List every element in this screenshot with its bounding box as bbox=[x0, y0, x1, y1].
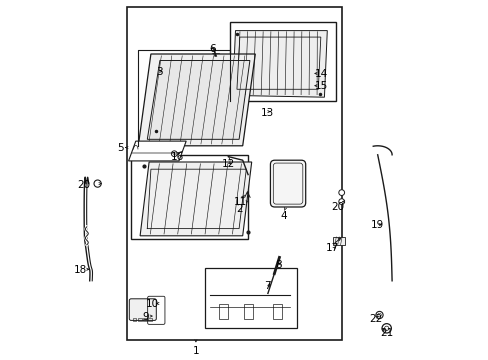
Text: 20: 20 bbox=[78, 180, 91, 190]
Polygon shape bbox=[138, 54, 255, 146]
Circle shape bbox=[338, 199, 344, 204]
Text: 6: 6 bbox=[208, 44, 215, 54]
Bar bbox=[133, 318, 136, 321]
Circle shape bbox=[375, 311, 382, 319]
Circle shape bbox=[171, 151, 177, 157]
Text: 12: 12 bbox=[221, 159, 234, 169]
Polygon shape bbox=[128, 141, 186, 161]
Text: 15: 15 bbox=[315, 81, 328, 91]
Text: 14: 14 bbox=[315, 69, 328, 79]
Text: 2: 2 bbox=[235, 204, 242, 214]
Polygon shape bbox=[147, 60, 249, 139]
FancyBboxPatch shape bbox=[129, 299, 156, 320]
Polygon shape bbox=[232, 31, 326, 97]
Text: 10: 10 bbox=[146, 299, 159, 309]
Text: 17: 17 bbox=[325, 243, 339, 253]
Text: 1: 1 bbox=[192, 346, 199, 356]
Circle shape bbox=[94, 180, 101, 187]
Text: 7: 7 bbox=[264, 281, 271, 291]
Bar bbox=[230, 22, 336, 101]
Bar bbox=[138, 318, 141, 321]
Text: 22: 22 bbox=[368, 314, 382, 324]
Bar bbox=[219, 304, 228, 319]
FancyBboxPatch shape bbox=[270, 160, 305, 207]
Text: 5: 5 bbox=[117, 143, 123, 153]
Text: 3: 3 bbox=[156, 67, 163, 77]
Bar bbox=[148, 318, 151, 321]
Text: 18: 18 bbox=[74, 265, 87, 275]
Bar bbox=[273, 304, 282, 319]
Text: 19: 19 bbox=[370, 220, 384, 230]
Bar bbox=[244, 304, 253, 319]
FancyArrowPatch shape bbox=[334, 238, 340, 243]
Text: 8: 8 bbox=[275, 260, 282, 270]
Text: 9: 9 bbox=[142, 312, 148, 322]
Bar bbox=[127, 7, 341, 340]
Circle shape bbox=[381, 324, 390, 333]
Text: 20: 20 bbox=[331, 202, 344, 212]
Text: 21: 21 bbox=[379, 328, 392, 338]
Text: 11: 11 bbox=[234, 197, 247, 207]
Text: 4: 4 bbox=[280, 211, 287, 221]
Text: 16: 16 bbox=[171, 152, 184, 162]
Circle shape bbox=[338, 190, 344, 195]
Bar bbox=[142, 318, 146, 321]
Text: 13: 13 bbox=[261, 108, 274, 118]
Bar bbox=[332, 237, 345, 245]
Bar bbox=[131, 155, 247, 239]
Bar bbox=[204, 268, 296, 328]
Polygon shape bbox=[140, 162, 251, 236]
